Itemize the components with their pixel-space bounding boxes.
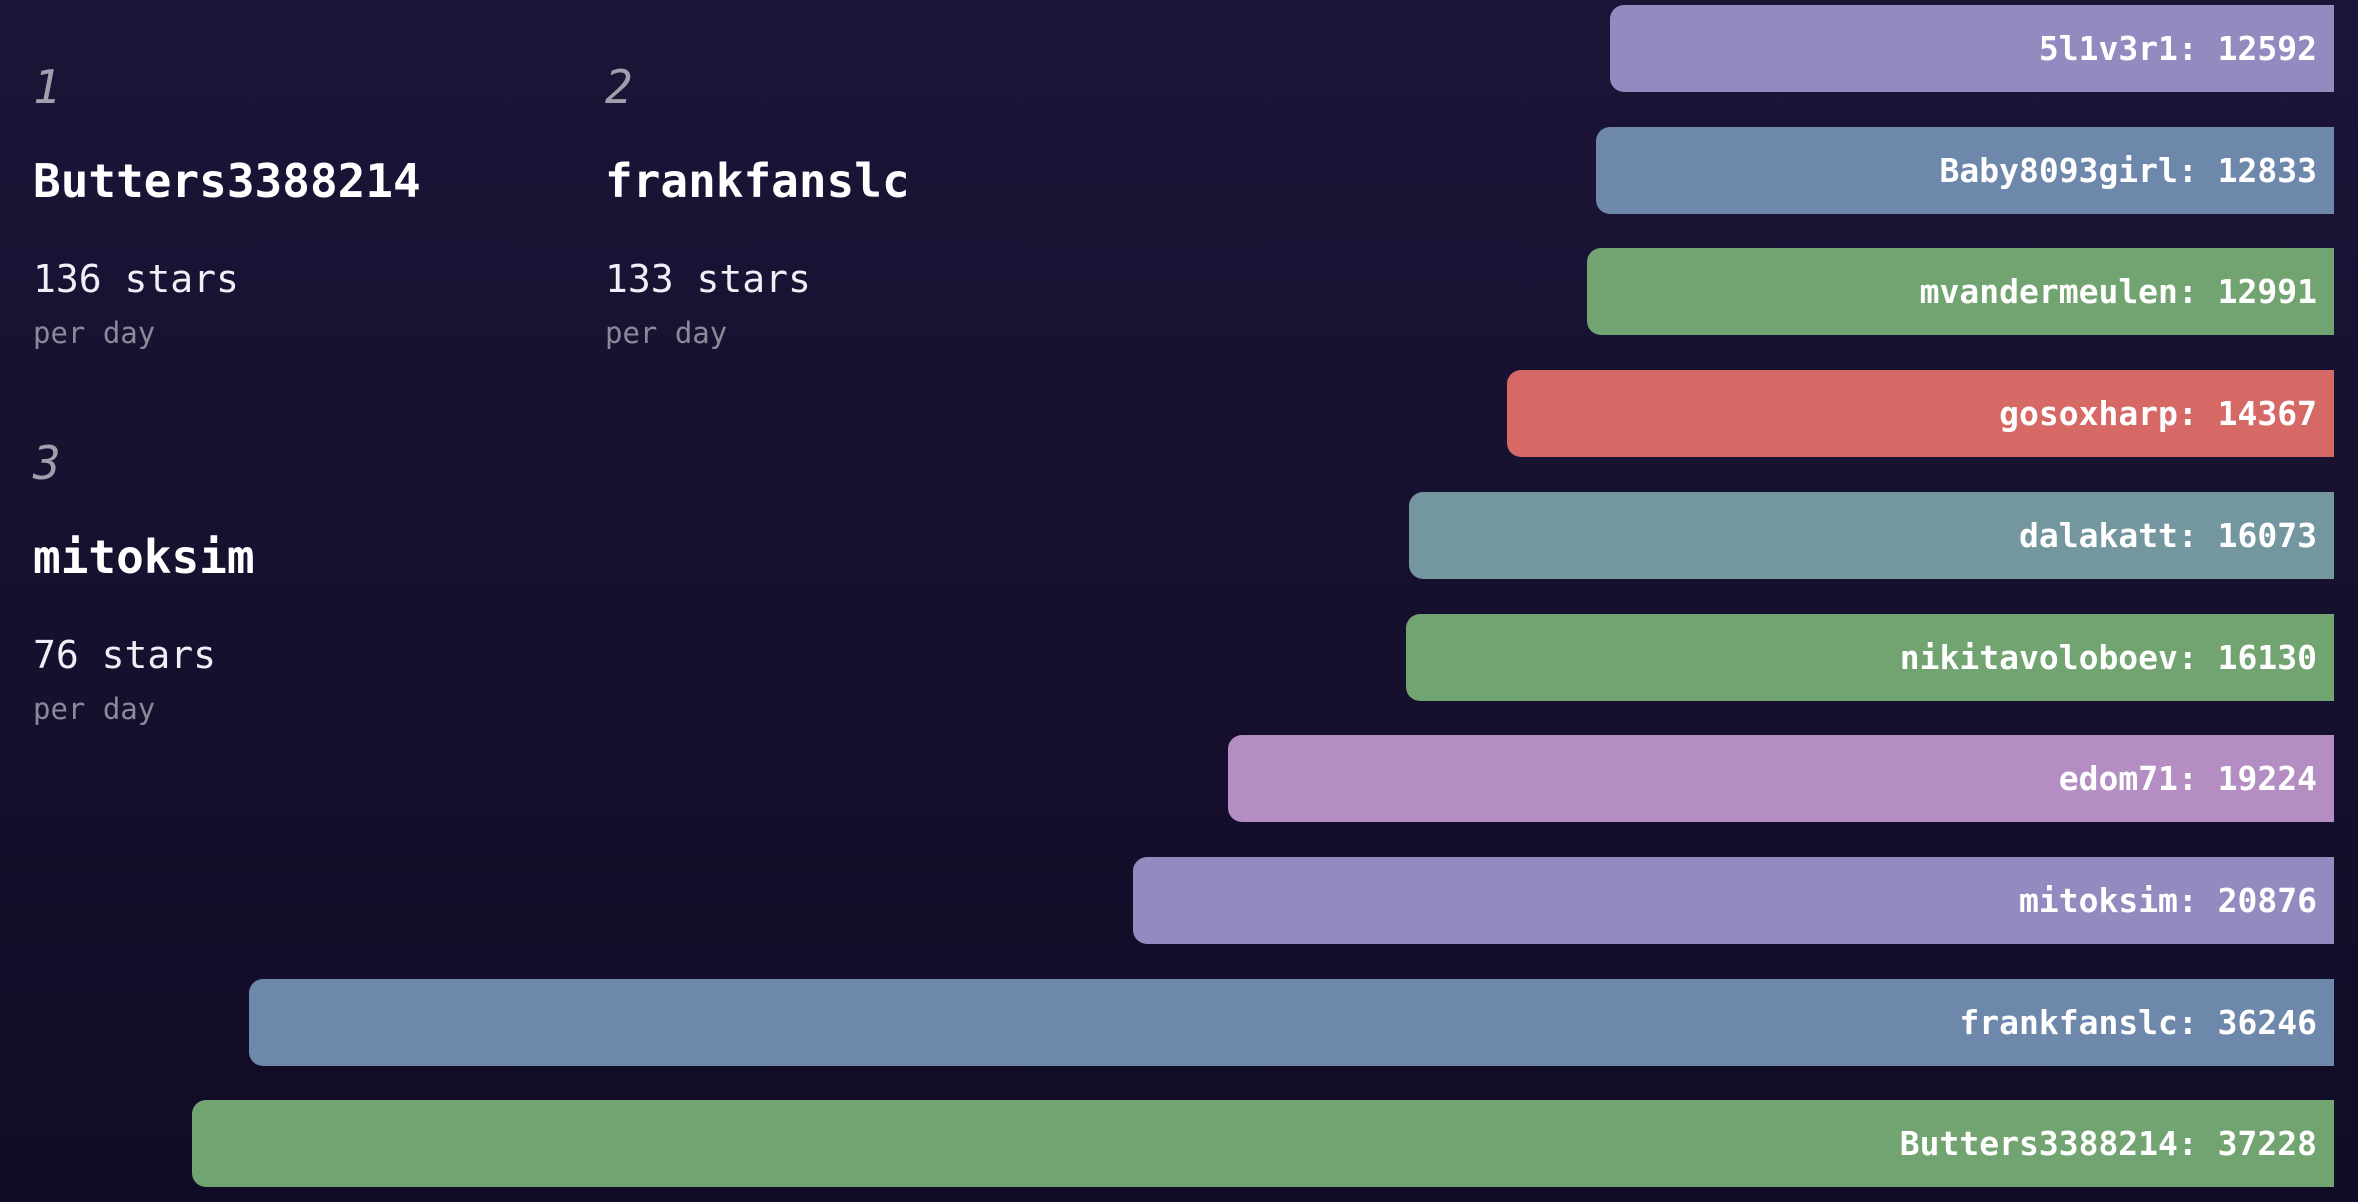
username: frankfanslc: [605, 154, 910, 208]
bar-edom71: edom71: 19224: [1227, 735, 2334, 822]
bar-nikitavoloboev: nikitavoloboev: 16130: [1405, 614, 2334, 701]
bar-label: 5l1v3r1: 12592: [2038, 29, 2317, 68]
bar-label: mvandermeulen: 12991: [1919, 272, 2317, 311]
rank-number: 1: [33, 60, 61, 114]
ranking-card: 3 mitoksim 76 stars per day: [33, 440, 573, 770]
ranking-card: 1 Butters3388214 136 stars per day: [33, 64, 573, 394]
stars-per-day-value: 76 stars: [33, 633, 217, 677]
ranking-card: 2 frankfanslc 133 stars per day: [605, 64, 1145, 394]
bar-label: dalakatt: 16073: [2018, 516, 2317, 555]
bar-5l1v3r1: 5l1v3r1: 12592: [1609, 5, 2334, 92]
bar-mitoksim: mitoksim: 20876: [1132, 857, 2334, 944]
bar-Butters3388214: Butters3388214: 37228: [192, 1100, 2334, 1187]
per-day-label: per day: [605, 316, 728, 350]
bar-label: edom71: 19224: [2058, 759, 2317, 798]
per-day-label: per day: [33, 692, 156, 726]
bar-mvandermeulen: mvandermeulen: 12991: [1586, 248, 2334, 335]
stars-per-day-value: 136 stars: [33, 257, 239, 301]
stars-bar-chart: 5l1v3r1: 12592 Baby8093girl: 12833 mvander…: [192, 0, 2334, 1202]
bar-dalakatt: dalakatt: 16073: [1409, 492, 2334, 579]
bar-label: Baby8093girl: 12833: [1939, 151, 2318, 190]
bar-label: gosoxharp: 14367: [1999, 394, 2317, 433]
username: mitoksim: [33, 530, 255, 584]
bar-frankfanslc: frankfanslc: 36246: [248, 979, 2334, 1066]
bar-gosoxharp: gosoxharp: 14367: [1507, 370, 2334, 457]
bar-Baby8093girl: Baby8093girl: 12833: [1595, 127, 2334, 214]
bar-label: Butters3388214: 37228: [1899, 1124, 2317, 1163]
bar-label: frankfanslc: 36246: [1959, 1003, 2317, 1042]
rank-number: 2: [605, 60, 633, 114]
per-day-label: per day: [33, 316, 156, 350]
bar-label: nikitavoloboev: 16130: [1899, 638, 2317, 677]
bar-label: mitoksim: 20876: [2018, 881, 2317, 920]
stars-per-day-value: 133 stars: [605, 257, 811, 301]
rank-number: 3: [33, 436, 61, 490]
username: Butters3388214: [33, 154, 421, 208]
